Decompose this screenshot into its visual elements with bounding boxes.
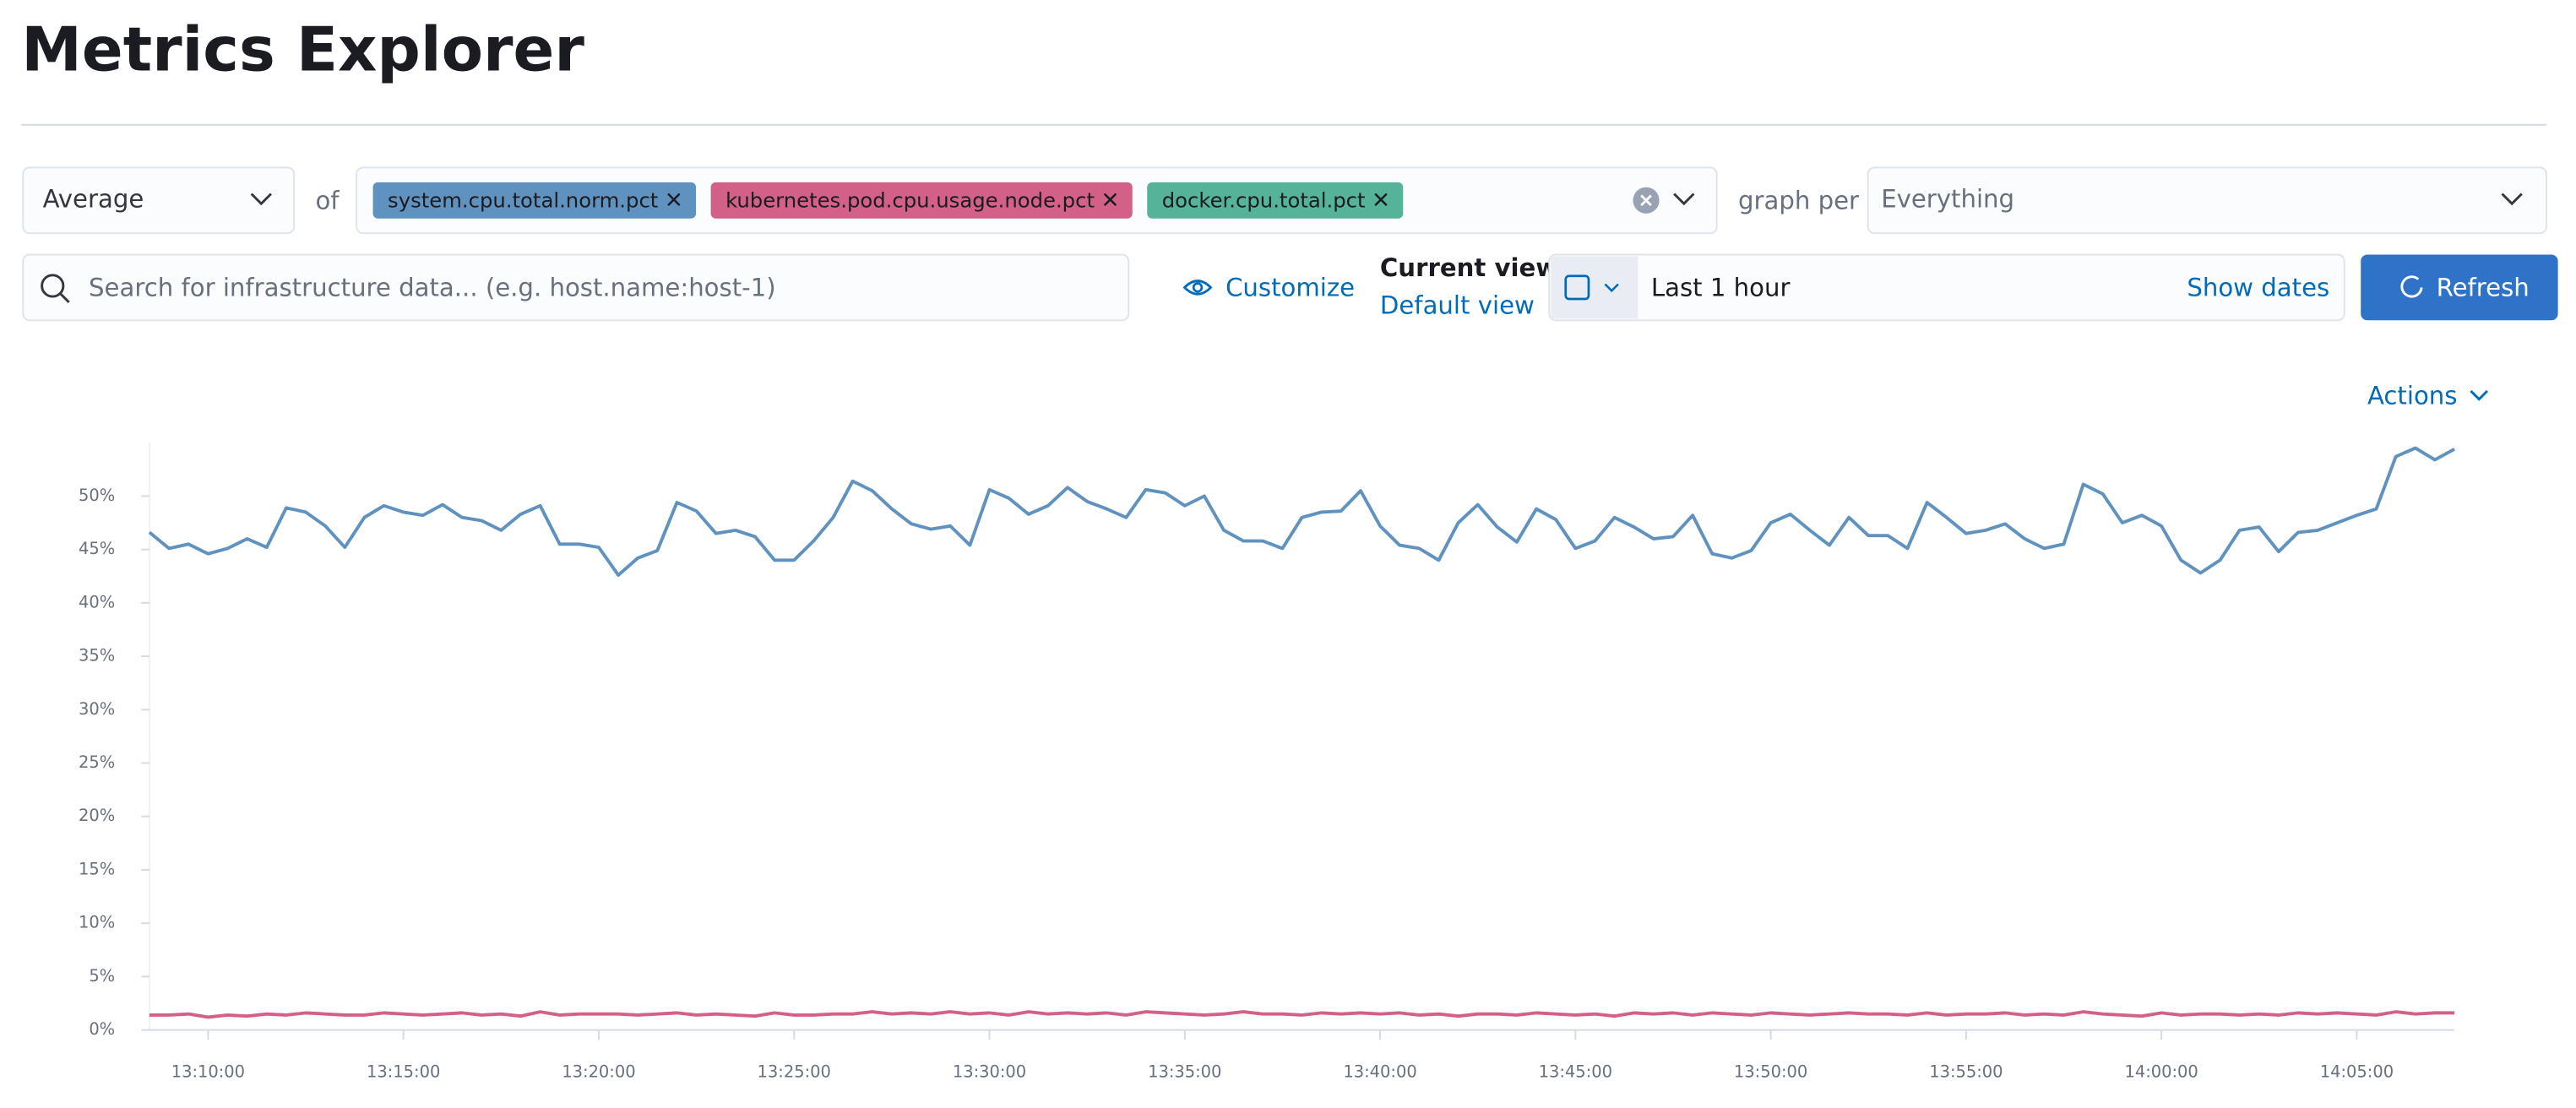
chevron xyxy=(2470,389,2488,401)
y-tick-label: 30% xyxy=(79,699,115,719)
chevron[interactable] xyxy=(1673,193,1695,206)
current-view-label: Current view xyxy=(1380,253,1558,282)
of-label: of xyxy=(315,186,340,215)
clear-icon xyxy=(1640,194,1652,207)
chevron xyxy=(1604,283,1619,293)
chip-bg xyxy=(372,182,697,219)
metric-chips: system.cpu.total.norm.pct kubernetes.pod.… xyxy=(372,182,1404,219)
search-input[interactable] xyxy=(22,253,1130,322)
chart: 0% 5% 10% 15% 20% 25% 30% 35% 40% 45% 50% 13:10:00 1… xyxy=(79,443,2455,1082)
chip-remove[interactable] xyxy=(1103,193,1117,207)
x-tick-label: 14:05:00 xyxy=(2320,1062,2394,1082)
chip-label: docker.cpu.total.pct xyxy=(1162,187,1366,212)
customize-button[interactable]: Customize xyxy=(1226,273,1355,301)
y-tick-label: 50% xyxy=(79,486,115,505)
eye-icon xyxy=(1182,280,1213,296)
chip-bg xyxy=(1147,182,1404,219)
date-picker[interactable] xyxy=(1548,253,2345,322)
quick-menu[interactable] xyxy=(1551,256,1639,319)
search-icon xyxy=(59,293,70,303)
y-tick-label: 5% xyxy=(89,966,115,986)
eye-icon xyxy=(1192,282,1204,293)
actions-button[interactable]: Actions xyxy=(2367,382,2458,410)
refresh-icon xyxy=(2400,275,2423,298)
x-tick-label: 13:20:00 xyxy=(562,1062,635,1082)
chevron xyxy=(2501,193,2523,206)
time-range: Last 1 hour xyxy=(1651,273,1791,301)
calendar-icon xyxy=(1564,274,1590,301)
y-tick-label: 40% xyxy=(79,592,115,611)
x-tick-label: 13:45:00 xyxy=(1539,1062,1612,1082)
series-line xyxy=(148,446,2455,577)
chip-label: system.cpu.total.norm.pct xyxy=(388,187,658,212)
y-tick-label: 10% xyxy=(79,913,115,932)
x-tick-label: 13:35:00 xyxy=(1148,1062,1221,1082)
graph-per-label: graph per xyxy=(1738,186,1859,215)
x-tick-label: 13:25:00 xyxy=(758,1062,831,1082)
aggregation-value: Average xyxy=(43,184,144,213)
chip-remove[interactable] xyxy=(667,193,681,207)
page-title: Metrics Explorer xyxy=(21,14,584,85)
y-tick-label: 0% xyxy=(89,1019,115,1039)
chip-remove[interactable] xyxy=(1374,193,1388,207)
metric-chip: system.cpu.total.norm.pct xyxy=(372,182,697,219)
chevron xyxy=(250,193,272,206)
metric-chip: kubernetes.pod.cpu.usage.node.pct xyxy=(710,182,1133,219)
metric-chip: docker.cpu.total.pct xyxy=(1147,182,1404,219)
search-icon xyxy=(41,274,65,298)
search-placeholder: Search for infrastructure data... (e.g. … xyxy=(89,273,776,301)
refresh-label: Refresh xyxy=(2437,273,2530,301)
current-view[interactable]: Default view xyxy=(1380,291,1535,320)
series-line xyxy=(149,1010,2455,1019)
x-tick-label: 14:00:00 xyxy=(2124,1062,2198,1082)
chip-bg xyxy=(710,182,1133,219)
y-tick-label: 45% xyxy=(79,539,115,558)
x-tick-label: 13:40:00 xyxy=(1343,1062,1416,1082)
y-tick-label: 35% xyxy=(79,646,115,665)
x-tick-label: 13:50:00 xyxy=(1734,1062,1807,1082)
refresh-button[interactable] xyxy=(2361,254,2558,321)
x-tick-label: 13:10:00 xyxy=(171,1062,245,1082)
chip-label: kubernetes.pod.cpu.usage.node.pct xyxy=(726,187,1095,212)
x-tick-label: 13:55:00 xyxy=(1929,1062,2003,1082)
y-tick-label: 15% xyxy=(79,859,115,878)
y-tick-label: 25% xyxy=(79,752,115,772)
graph-per-select[interactable] xyxy=(1867,166,2547,235)
x-tick-label: 13:15:00 xyxy=(367,1062,440,1082)
x-tick-label: 13:30:00 xyxy=(953,1062,1026,1082)
graph-per-value: Everything xyxy=(1881,184,2014,213)
aggregation-select[interactable] xyxy=(22,166,296,235)
show-dates[interactable]: Show dates xyxy=(2187,273,2329,301)
y-tick-label: 20% xyxy=(79,806,115,825)
